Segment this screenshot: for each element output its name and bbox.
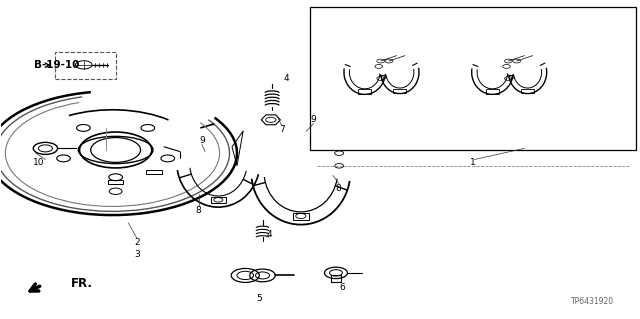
Text: 8: 8 <box>196 206 202 215</box>
Bar <box>486 89 499 94</box>
Polygon shape <box>261 115 280 125</box>
Bar <box>292 213 309 219</box>
Text: 3: 3 <box>134 250 140 259</box>
Text: 1: 1 <box>470 158 476 167</box>
Text: TP6431920: TP6431920 <box>571 297 614 306</box>
Bar <box>147 170 162 174</box>
Bar <box>331 275 341 282</box>
Text: 4: 4 <box>284 74 290 83</box>
Text: 9: 9 <box>311 115 317 124</box>
Text: 4: 4 <box>266 230 272 239</box>
Polygon shape <box>232 131 243 166</box>
Text: 10: 10 <box>33 158 45 167</box>
Text: B-19-10: B-19-10 <box>34 60 79 70</box>
Text: 5: 5 <box>257 294 262 303</box>
Bar <box>358 89 371 94</box>
Bar <box>211 197 226 203</box>
Bar <box>521 89 534 93</box>
Text: 6: 6 <box>339 283 345 292</box>
Text: 9: 9 <box>199 136 205 145</box>
Bar <box>394 89 406 93</box>
Bar <box>55 51 116 78</box>
Text: FR.: FR. <box>71 277 93 290</box>
Text: 7: 7 <box>279 125 285 135</box>
Bar <box>310 7 636 150</box>
Text: 2: 2 <box>134 238 140 247</box>
Bar <box>108 180 124 184</box>
Text: 8: 8 <box>335 184 340 193</box>
Bar <box>231 273 266 278</box>
